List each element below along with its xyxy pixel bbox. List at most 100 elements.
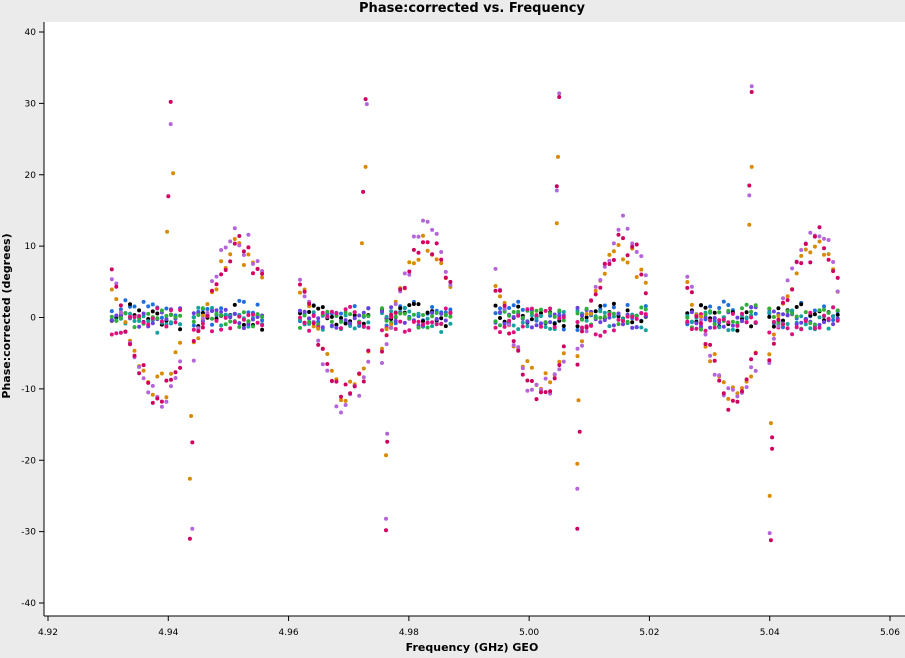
data-point xyxy=(214,287,219,292)
data-point xyxy=(502,303,507,308)
data-point xyxy=(109,314,114,319)
data-point xyxy=(794,271,799,276)
data-point xyxy=(799,302,804,307)
data-point xyxy=(625,314,630,319)
data-point xyxy=(771,332,776,337)
y-tick-label: -30 xyxy=(21,528,36,538)
data-point xyxy=(348,379,353,384)
data-point xyxy=(251,271,255,276)
outlier-point xyxy=(770,435,775,440)
data-point xyxy=(685,274,690,279)
data-point xyxy=(348,312,353,317)
data-point xyxy=(598,315,603,320)
data-point xyxy=(735,320,740,325)
data-point xyxy=(817,225,822,230)
x-tick-label: 5.04 xyxy=(760,628,780,638)
data-point xyxy=(529,387,534,392)
x-tick-label: 4.92 xyxy=(38,628,58,638)
data-point xyxy=(223,312,228,317)
data-point xyxy=(520,307,525,312)
data-point xyxy=(200,313,205,318)
data-point xyxy=(534,316,539,321)
data-point xyxy=(712,310,717,315)
data-point xyxy=(348,304,353,309)
data-point xyxy=(114,284,119,289)
data-point xyxy=(298,290,302,295)
data-point xyxy=(643,328,648,333)
data-point xyxy=(402,329,407,334)
data-point xyxy=(794,305,799,309)
data-point xyxy=(150,321,155,326)
data-point xyxy=(228,252,233,257)
data-point xyxy=(630,325,635,330)
data-point xyxy=(191,319,196,324)
data-point xyxy=(557,359,562,364)
data-point xyxy=(348,321,353,326)
data-point xyxy=(384,342,389,347)
data-point xyxy=(241,253,246,257)
outlier-point xyxy=(190,440,195,445)
data-point xyxy=(357,393,362,398)
data-point xyxy=(717,378,722,383)
data-point xyxy=(708,353,713,358)
data-point xyxy=(520,372,525,377)
data-point xyxy=(580,329,584,334)
data-point xyxy=(416,234,421,239)
data-point xyxy=(352,304,357,309)
data-point xyxy=(502,324,507,329)
data-point xyxy=(241,317,246,322)
data-point xyxy=(164,399,169,404)
data-point xyxy=(241,263,246,267)
data-point xyxy=(307,328,312,333)
data-point xyxy=(730,327,735,332)
data-point xyxy=(516,309,521,314)
data-point xyxy=(529,365,534,370)
data-point xyxy=(214,311,219,316)
data-point xyxy=(529,379,534,383)
data-point xyxy=(393,302,398,307)
data-point xyxy=(352,310,357,315)
data-point xyxy=(561,359,566,364)
data-point xyxy=(580,339,584,344)
data-point xyxy=(625,260,630,265)
data-point xyxy=(525,378,530,383)
data-point xyxy=(210,288,214,293)
data-point xyxy=(196,326,201,331)
data-point xyxy=(529,317,534,322)
data-point xyxy=(173,320,178,325)
data-point xyxy=(191,315,196,320)
data-point xyxy=(150,383,155,388)
data-point xyxy=(625,308,630,313)
data-points xyxy=(109,84,840,543)
data-point xyxy=(241,326,246,331)
data-point xyxy=(602,314,607,319)
data-point xyxy=(799,314,804,319)
data-point xyxy=(169,308,173,313)
data-point xyxy=(625,303,630,307)
data-point xyxy=(593,288,598,293)
data-point xyxy=(109,332,114,337)
data-point xyxy=(425,320,430,325)
data-point xyxy=(439,316,444,321)
data-point xyxy=(255,320,260,325)
data-point xyxy=(502,309,507,314)
data-point xyxy=(511,330,516,335)
data-point xyxy=(421,218,425,223)
data-point xyxy=(803,319,808,324)
data-point xyxy=(767,310,772,314)
data-point xyxy=(708,309,713,314)
data-point xyxy=(137,371,142,376)
data-point xyxy=(448,282,453,287)
data-point xyxy=(251,312,255,317)
data-point xyxy=(439,261,444,266)
data-point xyxy=(109,277,114,282)
data-point xyxy=(402,320,407,325)
outlier-point xyxy=(554,184,559,189)
data-point xyxy=(790,266,795,271)
data-point xyxy=(123,311,128,316)
data-point xyxy=(708,342,713,347)
data-point xyxy=(771,315,776,319)
data-point xyxy=(241,299,246,304)
data-point xyxy=(159,308,164,313)
data-point xyxy=(430,310,435,315)
